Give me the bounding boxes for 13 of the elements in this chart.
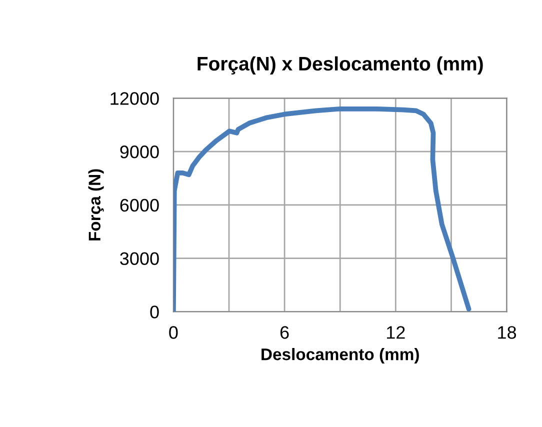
x-tick-label: 18 bbox=[498, 326, 516, 339]
x-tick-label: 6 bbox=[280, 326, 289, 339]
x-axis-title: Deslocamento (mm) bbox=[262, 348, 419, 364]
x-tick-label: 0 bbox=[169, 326, 178, 339]
y-tick-label: 9000 bbox=[120, 146, 159, 158]
y-tick-label: 12000 bbox=[110, 92, 159, 105]
line-series bbox=[173, 106, 472, 312]
y-tick-label: 3000 bbox=[120, 252, 159, 266]
y-tick-label: 0 bbox=[150, 306, 159, 318]
chart-title: Força(N) x Deslocamento (mm) bbox=[198, 56, 483, 74]
x-tick-label: 12 bbox=[386, 326, 405, 339]
y-tick-label: 6000 bbox=[120, 198, 159, 212]
y-axis-title: Força (N) bbox=[88, 169, 104, 240]
